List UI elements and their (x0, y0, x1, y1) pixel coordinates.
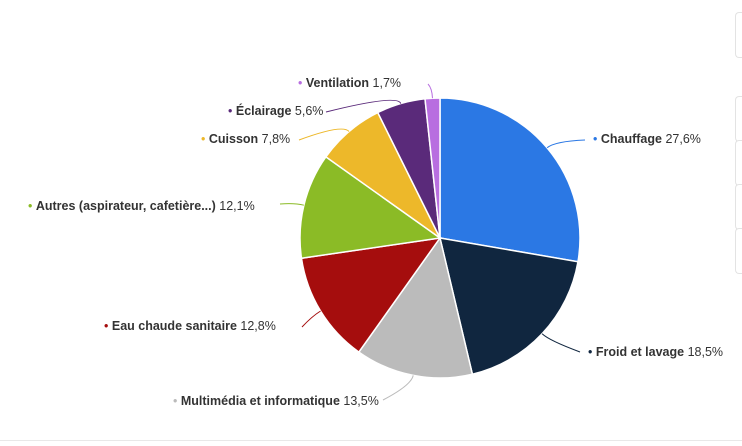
leader-line-6 (325, 99, 402, 113)
leader-line-1 (541, 333, 581, 353)
pie-slices (299, 97, 581, 379)
leader-line-3 (301, 310, 321, 328)
leader-line-4 (279, 203, 305, 206)
leader-line-5 (298, 128, 350, 141)
data-label-6: • Éclairage 5,6% (228, 103, 323, 118)
data-label-7: • Ventilation 1,7% (298, 76, 401, 90)
side-tab[interactable] (735, 140, 742, 186)
pie-slice-1[interactable] (439, 237, 579, 376)
leader-line-2 (382, 375, 414, 401)
pie-slice-4[interactable] (299, 155, 442, 260)
data-label-5: • Cuisson 7,8% (201, 132, 290, 146)
data-label-4: • Autres (aspirateur, cafetière...) 12,1… (28, 199, 255, 213)
leader-line-0 (546, 139, 586, 149)
side-tab[interactable] (735, 96, 742, 142)
side-tab[interactable] (735, 228, 742, 274)
side-tab[interactable] (735, 12, 742, 58)
data-label-1: • Froid et lavage 18,5% (588, 345, 723, 359)
data-label-3: • Eau chaude sanitaire 12,8% (104, 319, 276, 333)
side-tab[interactable] (735, 184, 742, 230)
pie-slice-0[interactable] (439, 97, 581, 263)
leader-line-7 (427, 83, 433, 99)
data-label-2: • Multimédia et informatique 13,5% (173, 394, 379, 408)
leader-lines (279, 83, 586, 401)
data-labels: • Chauffage 27,6% • Froid et lavage 18,5%… (28, 76, 723, 408)
side-toolbar (734, 0, 742, 441)
data-label-0: • Chauffage 27,6% (593, 132, 701, 146)
pie-slice-2[interactable] (357, 236, 474, 379)
